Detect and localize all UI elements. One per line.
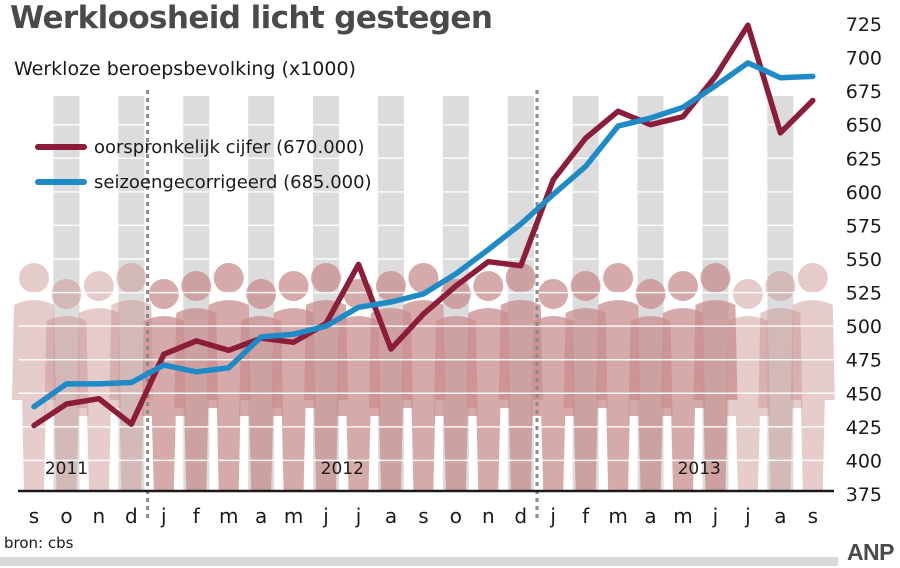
year-label-2012: 2012: [321, 459, 364, 479]
y-tick-425: 425: [846, 417, 882, 439]
x-tick-0: s: [29, 504, 39, 528]
brand-bar: [0, 557, 838, 566]
person-figure-17: [563, 271, 608, 490]
x-tick-15: d: [514, 504, 527, 528]
y-tick-525: 525: [846, 283, 882, 305]
year-label-2011: 2011: [45, 459, 88, 479]
person-figure-18: [596, 263, 641, 490]
y-tick-450: 450: [846, 383, 882, 405]
person-figure-23: [758, 271, 803, 490]
y-tick-400: 400: [846, 450, 882, 472]
x-tick-20: m: [673, 504, 692, 528]
year-label-2013: 2013: [678, 459, 721, 479]
person-figure-11: [368, 271, 413, 490]
page-title: Werkloosheid licht gestegen: [10, 0, 493, 36]
band-1: [53, 96, 80, 491]
band-23: [767, 96, 794, 491]
x-tick-13: o: [450, 504, 462, 528]
y-tick-650: 650: [846, 115, 882, 137]
y-tick-675: 675: [846, 81, 882, 103]
x-tick-24: s: [808, 504, 818, 528]
y-tick-700: 700: [846, 48, 882, 70]
person-figure-20: [661, 271, 705, 490]
legend: oorspronkelijk cijfer (670.000) seizoeng…: [35, 137, 372, 193]
y-axis-ticks: 375 400 425 450 475 500 525 550 575 600 625 650 675 7…: [846, 14, 882, 506]
x-tick-19: a: [644, 504, 656, 528]
gridlines: [18, 23, 838, 462]
x-tick-18: m: [608, 504, 627, 528]
person-figure-24: [790, 263, 835, 490]
x-tick-7: a: [255, 504, 267, 528]
x-tick-5: f: [193, 504, 201, 528]
person-figure-12: [401, 263, 446, 490]
x-tick-11: a: [385, 504, 397, 528]
x-tick-22: j: [744, 504, 751, 528]
year-labels: 2011 2012 2013: [45, 459, 721, 479]
person-figure-15: [498, 263, 543, 490]
x-tick-14: n: [482, 504, 495, 528]
y-tick-375: 375: [846, 484, 882, 506]
y-tick-550: 550: [846, 249, 882, 271]
person-figure-0: [12, 263, 56, 490]
person-figure-21: [693, 263, 738, 490]
person-figure-8: [271, 271, 316, 490]
person-figure-9: [304, 263, 349, 490]
x-tick-8: m: [284, 504, 303, 528]
person-figure-14: [466, 271, 511, 490]
brand-logo: ANP: [846, 539, 895, 565]
y-tick-625: 625: [846, 148, 882, 170]
y-tick-475: 475: [846, 350, 882, 372]
y-tick-500: 500: [846, 316, 882, 338]
x-tick-3: d: [125, 504, 138, 528]
x-tick-21: j: [712, 504, 719, 528]
x-tick-10: j: [355, 504, 362, 528]
chart-subtitle: Werkloze beroepsbevolking (x1000): [14, 58, 356, 80]
x-tick-1: o: [60, 504, 72, 528]
y-tick-575: 575: [846, 215, 882, 237]
x-tick-6: m: [219, 504, 238, 528]
source-note: bron: cbs: [4, 534, 74, 552]
series-line-0: [31, 22, 816, 429]
legend-label-original: oorspronkelijk cijfer (670.000): [94, 137, 365, 158]
y-tick-725: 725: [846, 14, 882, 36]
series-line-1: [31, 60, 816, 410]
x-tick-12: s: [418, 504, 428, 528]
x-tick-9: j: [322, 504, 329, 528]
series-lines: [31, 22, 816, 429]
x-tick-4: j: [160, 504, 167, 528]
x-tick-2: n: [93, 504, 106, 528]
x-tick-17: f: [582, 504, 590, 528]
person-figure-3: [109, 263, 154, 490]
x-tick-23: a: [774, 504, 786, 528]
person-figure-5: [174, 271, 219, 490]
x-tick-16: j: [549, 504, 556, 528]
y-tick-600: 600: [846, 182, 882, 204]
legend-label-seasonal: seizoengecorrigeerd (685.000): [94, 172, 372, 193]
